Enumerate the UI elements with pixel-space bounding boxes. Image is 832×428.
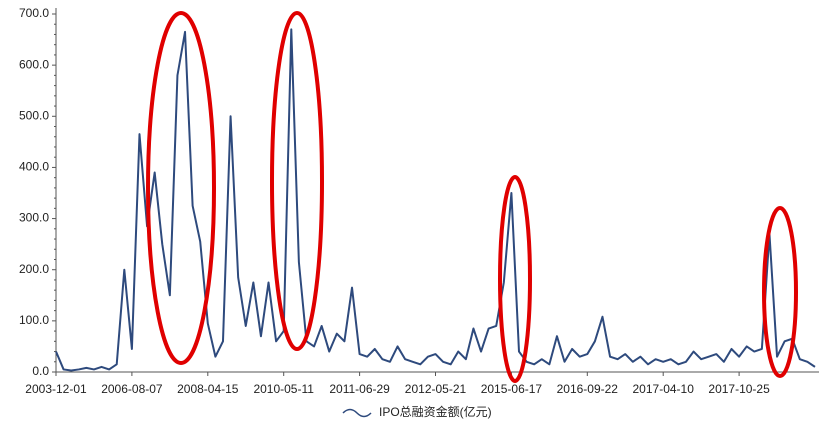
y-tick-label: 300.0 — [19, 211, 49, 225]
y-tick-label: 100.0 — [19, 313, 49, 327]
x-tick-label: 2016-09-22 — [557, 382, 619, 396]
y-tick-label: 400.0 — [19, 160, 49, 174]
y-tick-label: 500.0 — [19, 108, 49, 122]
data-line — [55, 28, 816, 372]
y-tick-label: 200.0 — [19, 262, 49, 276]
x-tick-label: 2015-06-17 — [481, 382, 543, 396]
legend-symbol — [342, 408, 372, 418]
x-tick-label: 2017-10-25 — [708, 382, 770, 396]
x-tick-label: 2011-06-29 — [329, 382, 390, 396]
y-tick-label: 600.0 — [19, 57, 49, 71]
x-tick-label: 2012-05-21 — [405, 382, 467, 396]
x-tick-label: 2006-08-07 — [101, 382, 163, 396]
x-tick-label: 2017-04-10 — [633, 382, 695, 396]
legend-label: IPO总融资金额(亿元) — [379, 404, 492, 419]
x-tick-label: 2008-04-15 — [177, 382, 239, 396]
highlight-ellipse — [498, 175, 532, 383]
y-tick-label: 700.0 — [19, 6, 49, 20]
x-tick-label: 2010-05-11 — [253, 382, 314, 396]
highlight-ellipse — [762, 206, 798, 378]
y-tick-label: 0.0 — [32, 364, 49, 378]
highlight-ellipse — [270, 11, 324, 351]
x-tick-label: 2003-12-01 — [25, 382, 87, 396]
highlight-ellipse — [146, 11, 216, 365]
